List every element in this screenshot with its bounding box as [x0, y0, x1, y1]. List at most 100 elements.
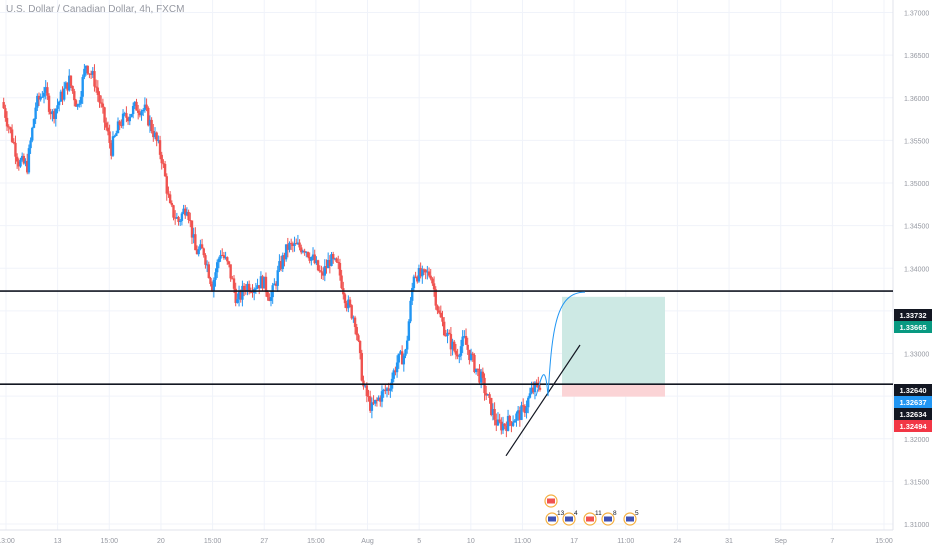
symbol-title: U.S. Dollar / Canadian Dollar, 4h, FXCM — [6, 4, 185, 15]
candle-body — [456, 354, 459, 357]
candle-body — [434, 289, 437, 306]
candle-body — [313, 254, 316, 264]
candle-body — [476, 368, 479, 370]
flag-body — [586, 516, 594, 522]
candle-body — [446, 332, 449, 336]
candle-body — [34, 107, 37, 119]
candle-body — [152, 131, 155, 138]
stop-zone[interactable] — [562, 384, 665, 397]
candle-body — [229, 264, 232, 279]
candle-body — [116, 121, 120, 134]
candle-body — [432, 283, 436, 290]
candle-body — [518, 410, 522, 420]
x-tick-label: 11:00 — [617, 538, 634, 545]
x-tick-label: 17 — [570, 538, 578, 545]
candle-body — [89, 73, 93, 75]
candle-body — [332, 254, 335, 259]
candle-body — [343, 294, 347, 304]
candle-body — [234, 288, 237, 303]
x-tick-label: 13:00 — [0, 538, 15, 545]
candle-body — [187, 211, 190, 221]
candle-body — [374, 399, 377, 404]
candle-body — [212, 279, 216, 292]
candle-body — [12, 141, 15, 143]
x-tick-label: 24 — [674, 538, 682, 545]
candle-body — [51, 111, 54, 115]
candle-body — [308, 257, 311, 261]
candle-body — [318, 270, 321, 272]
candle-body — [427, 271, 431, 276]
projection-path[interactable] — [535, 291, 586, 397]
candle-body — [426, 271, 429, 273]
candle-body — [232, 278, 236, 289]
candle-body — [289, 242, 293, 244]
candle-body — [39, 96, 42, 100]
candle-body — [347, 299, 350, 309]
trend-line[interactable] — [505, 344, 581, 457]
candle-body — [207, 264, 210, 278]
candle-body — [330, 254, 333, 266]
x-tick-label: 15:00 — [307, 538, 325, 545]
target-zone[interactable] — [562, 296, 665, 385]
price-label-line — [894, 384, 932, 396]
candle-body — [7, 126, 10, 128]
candle-body — [20, 155, 24, 160]
candle-body — [449, 334, 453, 350]
candle-body — [93, 71, 96, 87]
candle-body — [163, 163, 167, 177]
candle-body — [298, 242, 301, 248]
event-count: 5 — [635, 510, 639, 517]
candle-body — [78, 103, 81, 105]
candle-body — [436, 305, 439, 311]
candle-body — [158, 140, 162, 155]
flag-body — [604, 516, 612, 522]
candle-body — [358, 340, 362, 354]
candle-body — [300, 247, 303, 253]
candle-body — [380, 391, 384, 402]
candle-body — [172, 205, 175, 218]
candle-body — [463, 336, 466, 338]
candle-body — [147, 107, 150, 126]
candle-body — [402, 355, 406, 365]
price-label-target — [894, 321, 932, 333]
candle-body — [162, 163, 165, 165]
candle-body — [515, 413, 518, 421]
candle-body — [64, 82, 68, 89]
candle-body — [511, 422, 515, 426]
candle-body — [365, 385, 369, 396]
candle-body — [424, 269, 427, 273]
candle-body — [284, 244, 288, 260]
candle-body — [453, 341, 456, 351]
candle-body — [99, 102, 103, 104]
candle-body — [199, 244, 202, 250]
x-tick-label: 15:00 — [875, 538, 893, 545]
candle-body — [479, 371, 483, 383]
candle-body — [409, 300, 412, 322]
candle-body — [493, 409, 496, 420]
price-label-text: 1.32634 — [899, 410, 927, 419]
candle-body — [471, 353, 474, 355]
candle-body — [448, 332, 451, 335]
price-label-line — [894, 408, 932, 420]
candle-body — [348, 299, 352, 306]
candle-body — [377, 397, 380, 401]
candle-body — [177, 217, 180, 222]
candle-body — [305, 251, 308, 253]
candle-body — [372, 402, 375, 404]
candle-body — [190, 220, 194, 238]
candle-body — [44, 87, 47, 93]
candle-body — [533, 382, 537, 393]
candle-body — [506, 415, 510, 431]
candle-body — [113, 135, 116, 137]
candle-body — [189, 220, 192, 222]
candle-body — [444, 335, 448, 337]
candle-body — [66, 82, 69, 91]
candle-body — [91, 71, 94, 75]
candle-body — [63, 88, 66, 100]
candle-body — [454, 350, 458, 355]
candle-body — [316, 260, 320, 271]
candle-body — [296, 242, 300, 245]
candle-body — [473, 354, 476, 373]
